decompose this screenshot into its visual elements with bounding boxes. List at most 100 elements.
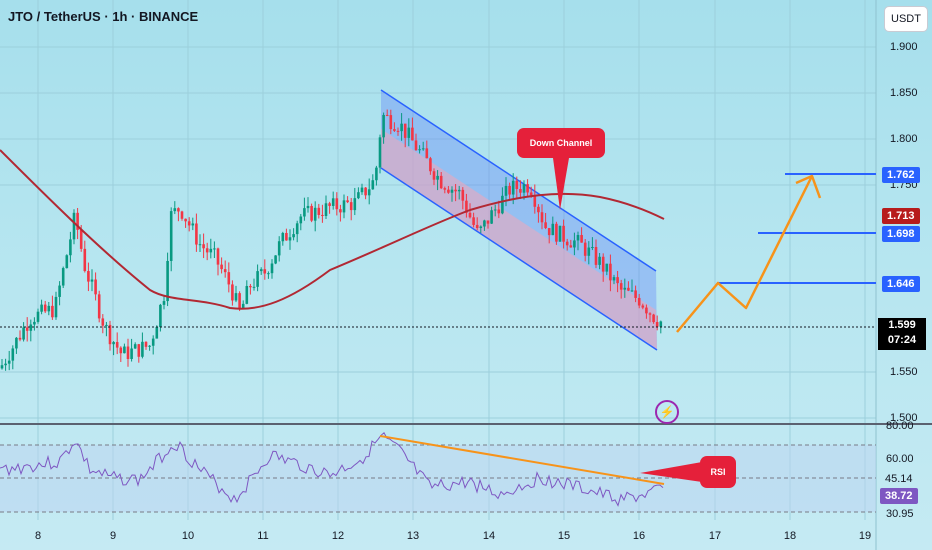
candle-body — [97, 294, 101, 319]
candle-body — [425, 148, 429, 159]
candle-body — [389, 115, 393, 130]
candle-body — [238, 293, 241, 309]
candle-body — [360, 187, 364, 193]
level-tag: 1.698 — [882, 226, 920, 242]
candle-body — [594, 246, 598, 265]
candle-body — [324, 203, 328, 216]
candle-body — [659, 321, 663, 327]
candle-body — [105, 324, 108, 326]
current-price: 1.599 — [888, 319, 916, 331]
candle-body — [483, 220, 486, 227]
candle-body — [76, 212, 79, 230]
candle-body — [90, 279, 94, 282]
candle-body — [303, 208, 306, 217]
price-tick: 1.500 — [890, 412, 918, 424]
candle-body — [429, 158, 432, 172]
candle-body — [486, 220, 490, 224]
candle-body — [396, 130, 400, 132]
candle-body — [61, 268, 65, 286]
candle-body — [87, 271, 90, 282]
candle-body — [637, 297, 641, 306]
time-tick: 11 — [257, 530, 269, 542]
level-tag: 1.646 — [882, 276, 920, 292]
candle-body — [169, 211, 173, 261]
candle-body — [576, 235, 580, 241]
candle-body — [40, 304, 43, 312]
candle-body — [504, 185, 508, 196]
candle-body — [522, 184, 526, 193]
candle-body — [270, 263, 274, 274]
candle-body — [479, 226, 483, 229]
candle-body — [450, 189, 454, 193]
time-tick: 8 — [34, 530, 42, 542]
candle-body — [616, 277, 619, 284]
candle-body — [263, 269, 267, 274]
candle-body — [357, 192, 360, 199]
time-tick: 18 — [783, 530, 797, 542]
candle-body — [339, 209, 342, 213]
price-tick: 1.550 — [890, 366, 918, 378]
candle-body — [7, 360, 11, 364]
candle-body — [349, 202, 353, 211]
candle-body — [551, 223, 555, 236]
candle-body — [159, 304, 162, 328]
candle-body — [367, 189, 371, 196]
candle-body — [378, 137, 382, 168]
candle-body — [11, 348, 15, 361]
down-channel-pointer — [553, 158, 569, 210]
candle-body — [565, 241, 569, 246]
candle-body — [346, 200, 349, 203]
candle-body — [191, 223, 195, 226]
candle-body — [432, 171, 436, 180]
candle-body — [468, 212, 472, 218]
candle-body — [342, 200, 346, 213]
candle-body — [18, 337, 22, 340]
candle-body — [177, 208, 180, 212]
price-tick: 1.900 — [890, 41, 918, 53]
level-tag: 1.713 — [882, 208, 920, 224]
candle-body — [609, 263, 612, 281]
time-tick: 12 — [331, 530, 345, 542]
candle-body — [43, 304, 47, 312]
candle-body — [184, 218, 187, 222]
current-price-tag: 1.599 07:24 — [878, 318, 926, 350]
candle-body — [15, 337, 18, 349]
candle-body — [101, 318, 105, 326]
candle-body — [54, 296, 58, 318]
candle-body — [115, 342, 119, 348]
candle-body — [501, 195, 504, 214]
candle-body — [630, 290, 634, 292]
candle-body — [447, 189, 450, 193]
candle-body — [119, 347, 123, 354]
lightning-icon[interactable]: ⚡ — [655, 400, 679, 424]
rsi-callout: RSI — [700, 456, 736, 488]
rsi-current-tag: 38.72 — [880, 488, 918, 504]
candle-body — [418, 149, 421, 151]
candle-body — [58, 285, 61, 297]
candle-body — [126, 346, 130, 359]
candle-body — [371, 180, 375, 190]
candle-body — [231, 284, 234, 301]
candle-body — [529, 192, 533, 196]
moving-average-line — [0, 149, 665, 310]
candle-body — [493, 209, 497, 211]
candle-body — [234, 293, 238, 301]
candle-body — [645, 307, 648, 314]
candle-body — [227, 272, 231, 285]
candle-body — [537, 206, 540, 213]
candle-body — [558, 225, 562, 242]
candle-body — [137, 344, 141, 357]
time-tick: 10 — [181, 530, 195, 542]
candle-body — [205, 248, 209, 253]
candle-body — [580, 235, 583, 243]
currency-button[interactable]: USDT — [884, 6, 928, 32]
candle-body — [587, 247, 591, 256]
candle-body — [108, 324, 112, 345]
candle-body — [393, 129, 396, 131]
candle-body — [508, 185, 511, 195]
candle-body — [245, 285, 249, 304]
candle-body — [180, 211, 184, 219]
candle-body — [443, 188, 447, 190]
